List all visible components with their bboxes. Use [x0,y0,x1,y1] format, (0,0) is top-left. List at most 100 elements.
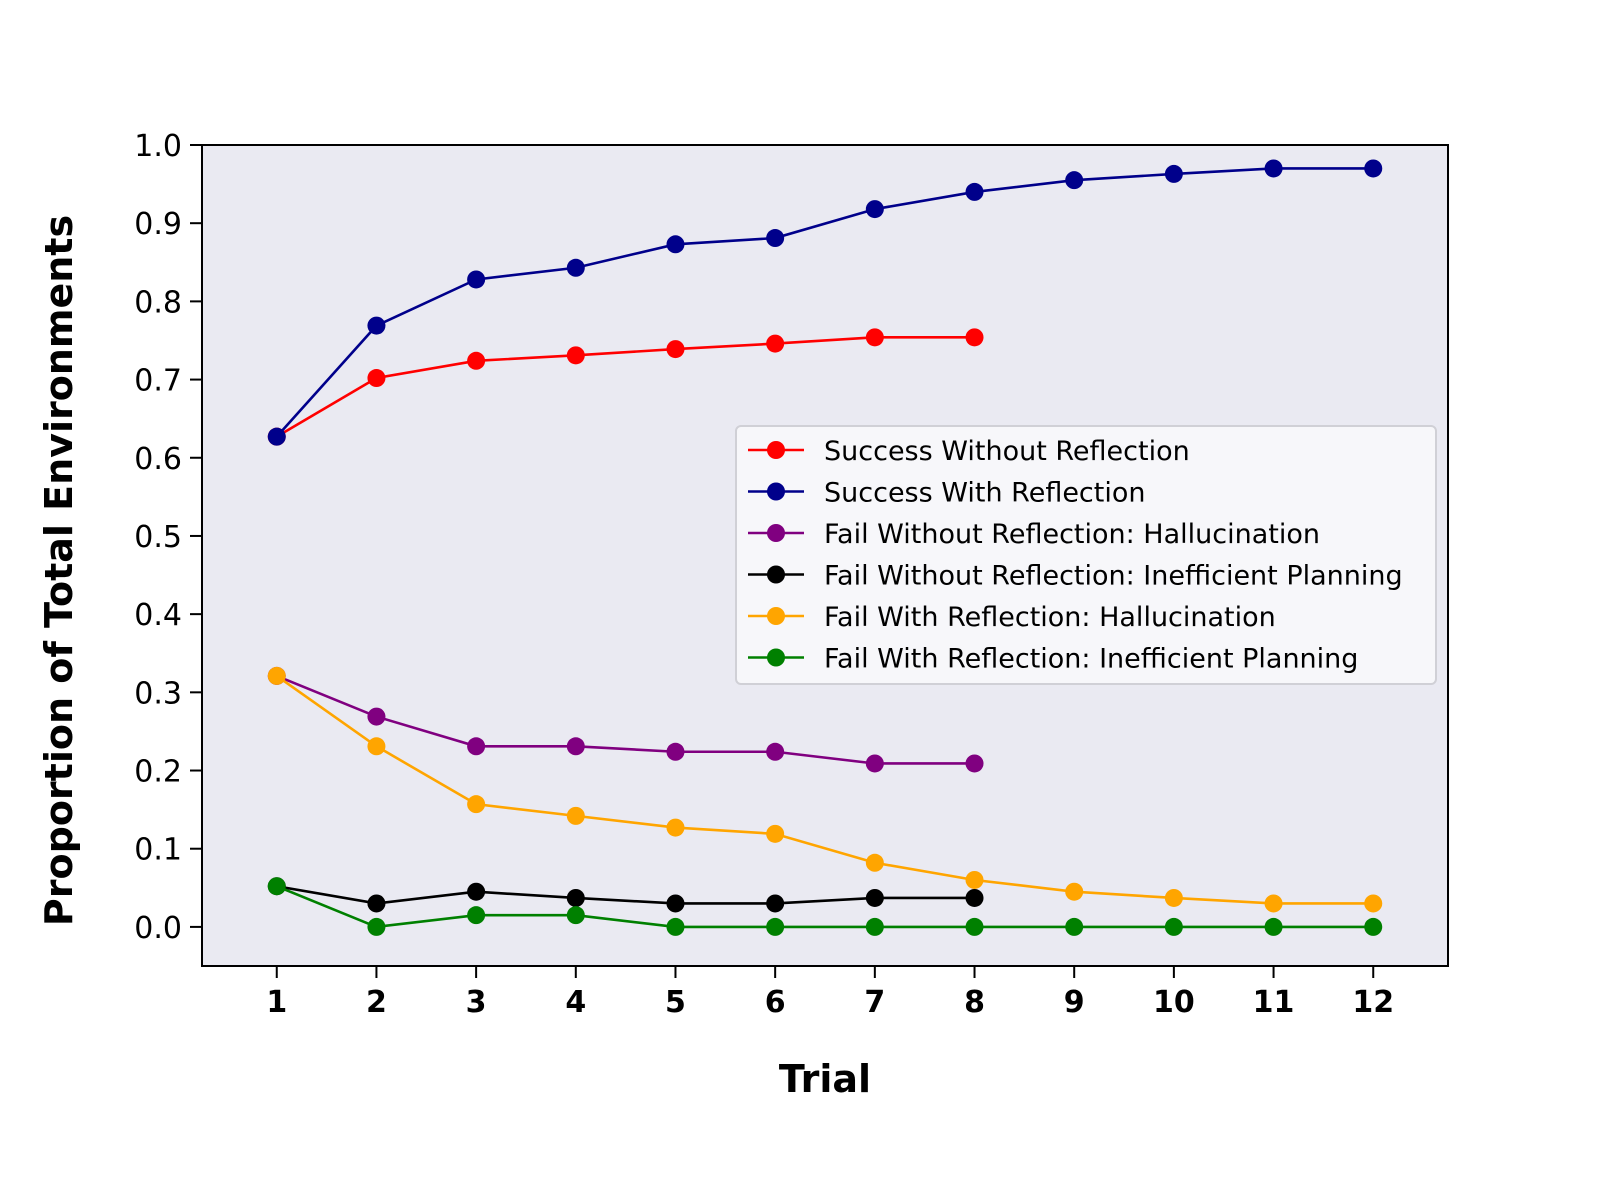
y-tick-label: 0.9 [134,207,182,242]
data-point [467,737,486,756]
legend-label: Fail Without Reflection: Hallucination [824,519,1320,550]
data-point [267,427,286,446]
legend-box [735,425,1437,685]
data-point [766,894,785,913]
data-point [1164,917,1183,936]
series-line [276,674,1374,905]
x-axis: 1 2 3 4 5 6 7 8 9 10 11 12 [266,966,1394,1020]
y-tick-label: 0.3 [134,676,182,711]
data-point [566,737,585,756]
data-point [267,666,286,685]
x-tick-label: 11 [1253,985,1295,1020]
series-layer [267,159,1383,936]
y-tick-label: 0.6 [134,442,182,477]
series-line [276,884,975,905]
y-axis: 0.0 0.1 0.2 0.3 0.4 0.5 0.6 0.7 0.8 0.9 1.0 [134,129,202,946]
series-line [276,674,975,765]
legend-label: Fail With Reflection: Hallucination [824,602,1276,633]
legend-marker [767,524,785,542]
data-point [965,917,984,936]
data-point [566,258,585,277]
x-tick-label: 6 [765,985,786,1020]
data-point [865,754,884,773]
data-point [865,328,884,347]
data-point [1065,171,1084,190]
data-point [467,351,486,370]
data-point [566,906,585,925]
data-point [367,316,386,335]
data-point [766,824,785,843]
data-point [367,707,386,726]
data-point [766,229,785,248]
data-point [965,888,984,907]
data-point [566,888,585,907]
data-point [1364,894,1383,913]
data-point [666,340,685,359]
legend-marker [767,482,785,501]
legend-item: Success Without Reflection [748,436,1190,467]
data-point [1264,917,1283,936]
x-tick-label: 5 [665,985,686,1020]
data-point [566,346,585,365]
data-point [1065,882,1084,901]
legend-label: Success Without Reflection [824,436,1190,467]
series-6 [267,877,1383,936]
legend-label: Fail With Reflection: Inefficient Planni… [824,644,1358,675]
data-point [965,870,984,889]
x-tick-label: 2 [366,985,387,1020]
data-point [666,235,685,254]
legend-item: Fail With Reflection: Hallucination [748,602,1276,633]
y-tick-label: 1.0 [134,129,182,164]
legend-marker [767,565,785,584]
legend: Success Without Reflection Success With R… [735,425,1437,685]
series-2 [267,159,1383,446]
legend-marker [767,441,785,459]
x-tick-label: 7 [864,985,885,1020]
data-point [467,270,486,289]
y-tick-label: 0.4 [134,598,182,633]
data-point [1164,164,1183,183]
data-point [1364,917,1383,936]
y-tick-label: 0.8 [134,285,182,320]
x-tick-label: 1 [266,985,287,1020]
data-point [666,917,685,936]
y-tick-label: 0.2 [134,755,182,790]
x-tick-label: 9 [1064,985,1085,1020]
y-tick-label: 0.0 [134,911,182,946]
y-tick-label: 0.1 [134,833,182,868]
data-point [865,200,884,219]
data-point [1364,159,1383,178]
data-point [566,806,585,825]
data-point [666,742,685,761]
data-point [1264,894,1283,913]
x-tick-label: 12 [1352,985,1394,1020]
data-point [965,754,984,773]
data-point [865,888,884,907]
y-tick-label: 0.5 [134,520,182,555]
series-4 [267,877,984,913]
data-point [766,917,785,936]
x-tick-label: 4 [565,985,586,1020]
data-point [267,877,286,896]
data-point [1164,888,1183,907]
legend-item: Fail With Reflection: Inefficient Planni… [748,644,1358,675]
x-tick-label: 10 [1153,985,1195,1020]
series-line [275,167,1374,438]
series-line [276,885,1374,929]
data-point [865,853,884,872]
data-point [467,882,486,901]
data-point [666,894,685,913]
plot-frame [201,144,1449,967]
legend-marker [767,607,785,625]
data-point [965,182,984,201]
data-point [367,369,386,388]
y-axis-title: Proportion of Total Environments [37,215,81,926]
y-tick-label: 0.7 [134,364,182,399]
data-point [766,334,785,353]
data-point [666,818,685,837]
legend-item: Fail Without Reflection: Hallucination [748,519,1320,550]
data-point [467,906,486,925]
data-point [367,894,386,913]
series-5 [267,666,1383,913]
